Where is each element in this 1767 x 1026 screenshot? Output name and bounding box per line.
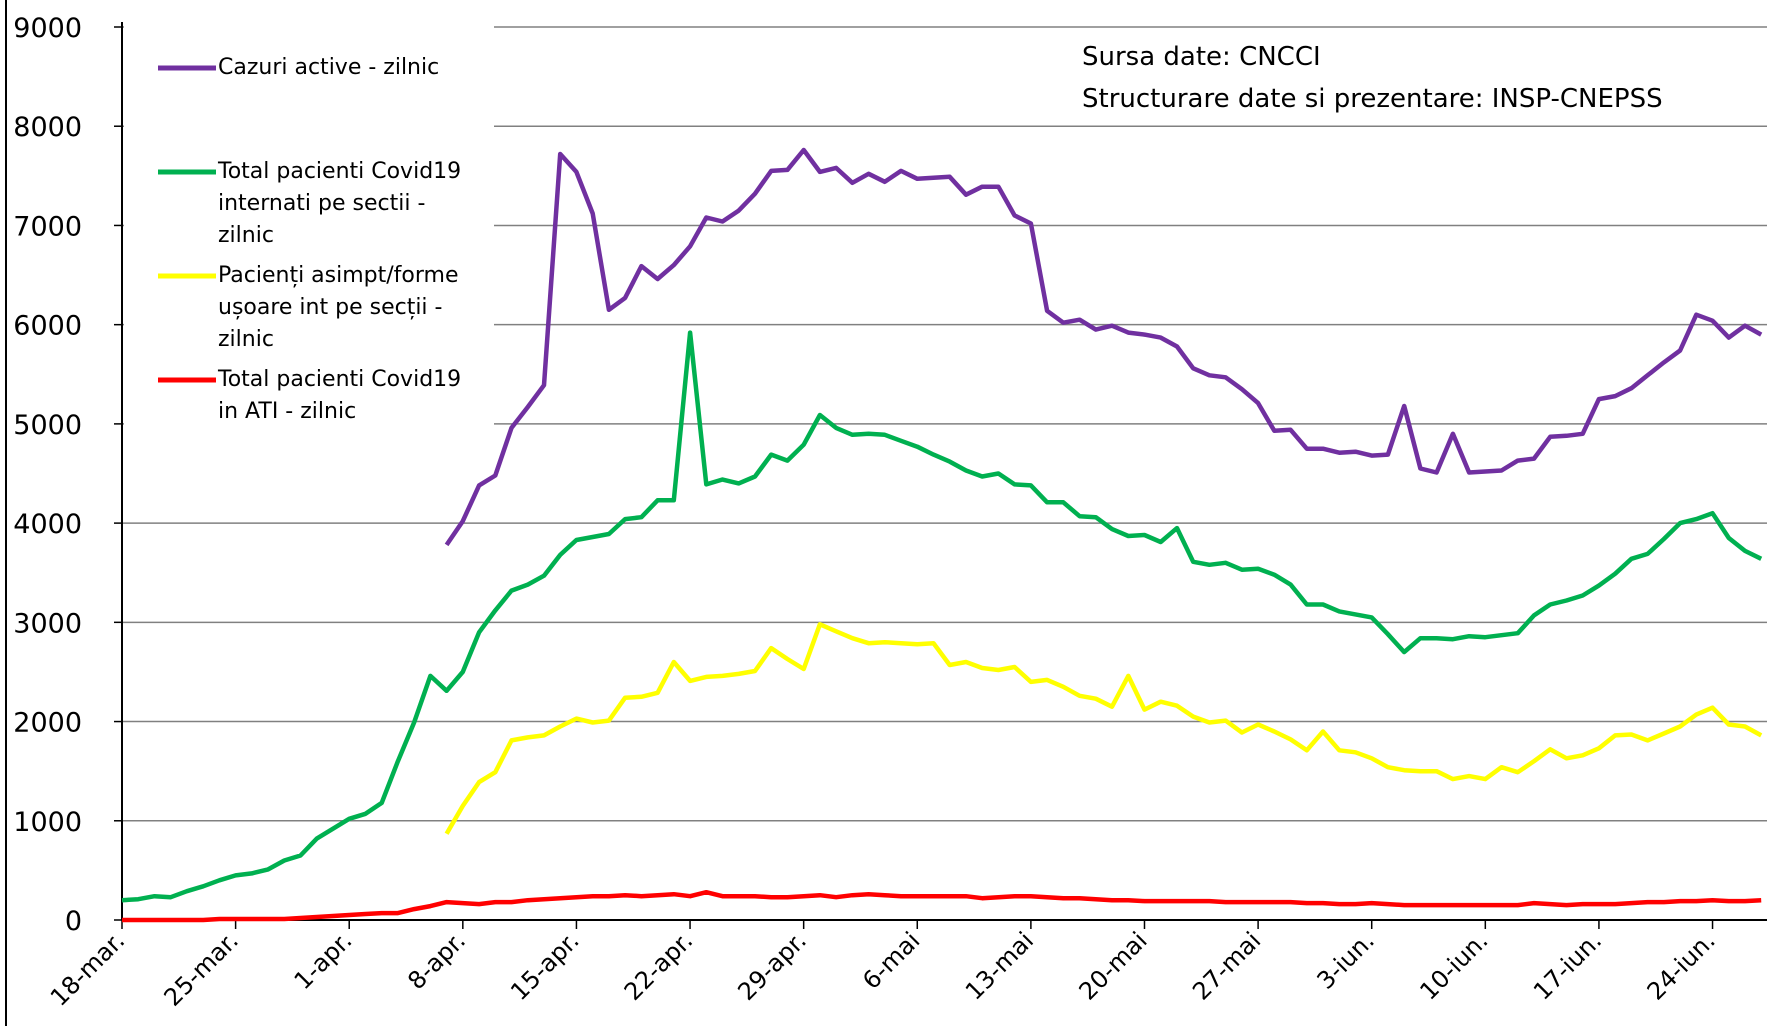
y-tick-label: 4000 [13,509,82,540]
x-tick-label: 29-apr. [732,926,812,1006]
x-tick-label: 8-apr. [402,926,471,995]
y-tick-label: 1000 [13,807,82,838]
x-tick-label: 6-mai [857,926,925,994]
y-tick-label: 8000 [13,112,82,143]
annotation: Sursa date: CNCCI [1082,42,1321,72]
series-line [444,622,1763,835]
x-tick-label: 13-mai [960,926,1039,1005]
legend-box [124,25,494,440]
x-tick-label: 27-mai [1187,926,1266,1005]
y-tick-label: 2000 [13,708,82,739]
x-tick-label: 18-mar. [45,926,130,1011]
series-line [122,889,1762,923]
x-tick-label: 22-apr. [619,926,699,1006]
x-tick-label: 3-iun. [1312,926,1380,994]
annotation: Structurare date si prezentare: INSP-CNE… [1082,84,1663,114]
x-tick-label: 25-mar. [159,926,244,1011]
legend-label: Total pacienti Covid19 in ATI - zilnic [218,367,462,424]
x-tick-label: 10-iun. [1414,926,1493,1005]
legend-label: Total pacienti Covid19 internati pe sect… [218,159,462,248]
y-tick-label: 5000 [13,410,82,441]
y-tick-label: 0 [65,906,82,937]
series-line [121,330,1763,903]
y-tick-label: 6000 [13,311,82,342]
x-tick-label: 17-iun. [1528,926,1607,1005]
series-line [444,147,1763,547]
y-tick-label: 7000 [13,211,82,242]
legend-label: Pacienți asimpt/forme ușoare int pe secț… [218,263,459,352]
y-tick-label: 9000 [13,13,82,44]
x-tick-label: 1-apr. [289,926,358,995]
legend-label: Cazuri active - zilnic [218,55,440,80]
x-tick-label: 24-iun. [1642,926,1721,1005]
y-tick-label: 3000 [13,608,82,639]
x-tick-label: 15-apr. [505,926,585,1006]
x-tick-label: 20-mai [1074,926,1153,1005]
